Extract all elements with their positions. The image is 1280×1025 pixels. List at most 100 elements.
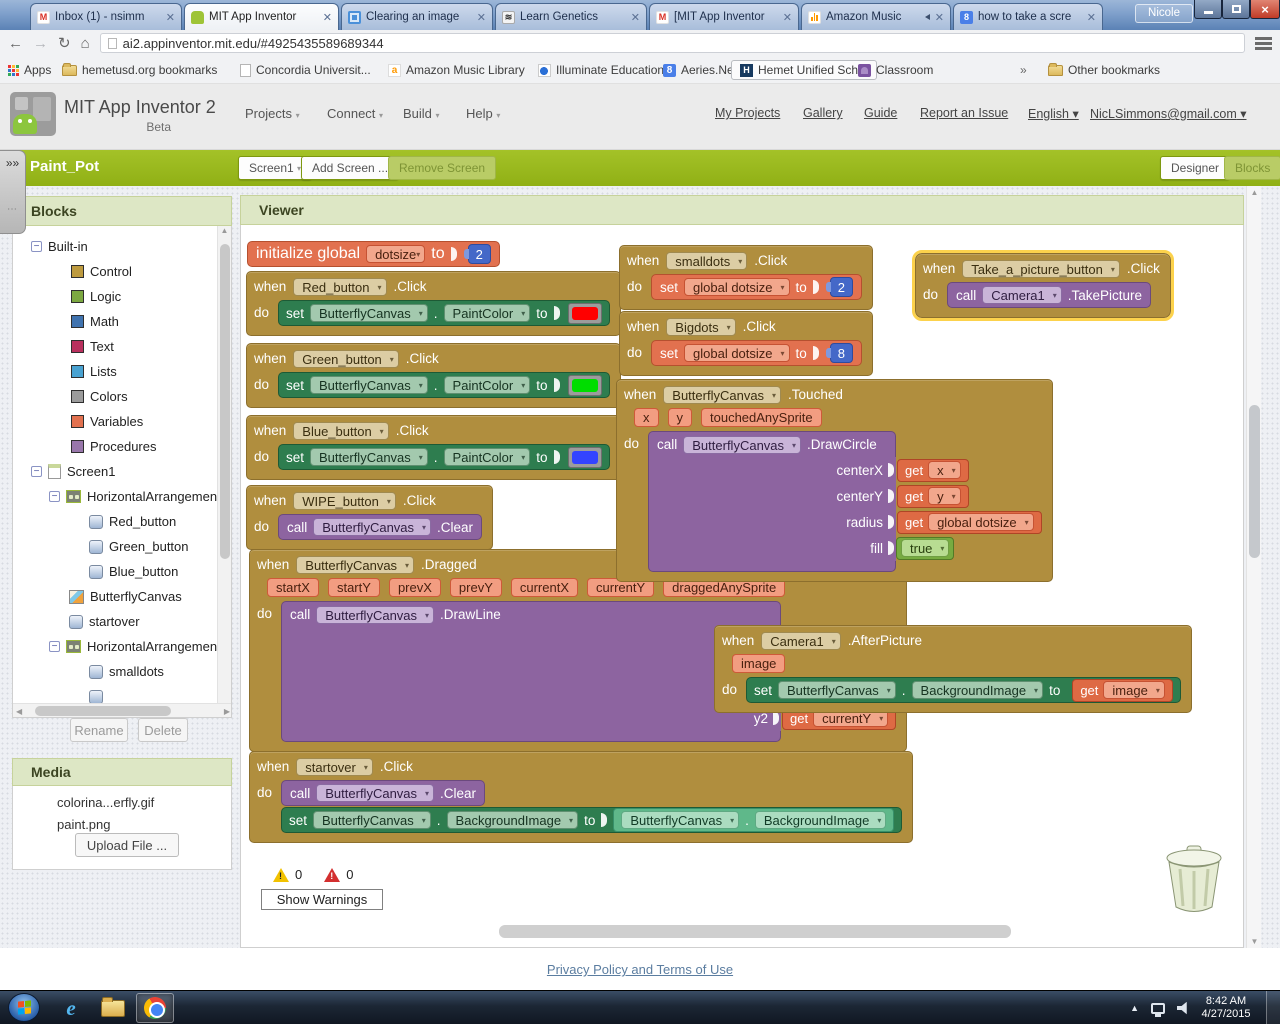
component-dropdown[interactable]: Red_button bbox=[293, 277, 387, 297]
bookmark-amazon-music[interactable]: a Amazon Music Library bbox=[388, 60, 525, 80]
tree-item-blue-button[interactable]: Blue_button bbox=[13, 559, 231, 584]
scroll-right-icon[interactable]: ▶ bbox=[223, 707, 230, 716]
block-set-paintcolor[interactable]: set ButterflyCanvas . PaintColor to bbox=[278, 444, 610, 470]
block-set-global-dotsize[interactable]: set global dotsize to 2 bbox=[651, 274, 863, 300]
block-get-backgroundimage[interactable]: ButterflyCanvas . BackgroundImage bbox=[613, 808, 895, 832]
block-set-global-dotsize[interactable]: set global dotsize to 8 bbox=[651, 340, 863, 366]
property-dropdown[interactable]: BackgroundImage bbox=[754, 811, 887, 830]
palette-vertical-scrollbar[interactable]: ▲ bbox=[217, 226, 231, 703]
param-pill[interactable]: prevY bbox=[449, 578, 502, 597]
menu-projects[interactable]: Projects ▾ bbox=[245, 106, 300, 121]
media-file-butterfly[interactable]: colorina...erfly.gif bbox=[57, 795, 155, 810]
chrome-menu-icon[interactable] bbox=[1255, 36, 1272, 50]
component-dropdown[interactable]: ButterflyCanvas bbox=[310, 304, 428, 323]
start-button[interactable] bbox=[8, 993, 40, 1022]
tab-close-icon[interactable]: ✕ bbox=[476, 11, 486, 24]
color-block[interactable] bbox=[567, 302, 602, 324]
window-maximize-button[interactable] bbox=[1222, 0, 1250, 19]
taskbar-explorer-icon[interactable] bbox=[94, 993, 132, 1023]
bookmark-hemetusd[interactable]: hemetusd.org bookmarks bbox=[62, 60, 217, 80]
block-when-green-click[interactable]: when Green_button .Click do set ButterflyC… bbox=[246, 343, 621, 408]
taskbar-chrome-icon[interactable] bbox=[136, 993, 174, 1023]
side-panel-handle[interactable]: »» ⋯ bbox=[0, 150, 26, 234]
param-pill[interactable]: startY bbox=[327, 578, 380, 597]
reload-icon[interactable]: ↻ bbox=[58, 34, 71, 52]
bookmark-concordia[interactable]: Concordia Universit... bbox=[240, 60, 371, 80]
collapse-icon[interactable] bbox=[49, 641, 60, 652]
menu-connect[interactable]: Connect ▾ bbox=[327, 106, 383, 121]
link-my-projects[interactable]: My Projects bbox=[715, 106, 781, 120]
component-dropdown[interactable]: Bigdots bbox=[666, 317, 736, 337]
address-bar[interactable]: ai2.appinventor.mit.edu/#492543558968934… bbox=[99, 33, 1245, 53]
tab-close-icon[interactable]: ✕ bbox=[1086, 11, 1096, 24]
home-icon[interactable]: ⌂ bbox=[80, 34, 90, 52]
component-dropdown[interactable]: Take_a_picture_button bbox=[962, 259, 1120, 279]
blocks-button[interactable]: Blocks bbox=[1224, 156, 1280, 180]
component-dropdown[interactable]: ButterflyCanvas bbox=[683, 435, 802, 455]
component-dropdown[interactable]: ButterflyCanvas bbox=[310, 376, 428, 395]
tab-close-icon[interactable]: ✕ bbox=[630, 11, 640, 24]
volume-icon[interactable] bbox=[1177, 1001, 1187, 1015]
block-when-blue-click[interactable]: when Blue_button .Click do set ButterflyCa… bbox=[246, 415, 621, 480]
block-get-global-dotsize[interactable]: get global dotsize bbox=[897, 510, 1042, 534]
param-pill[interactable]: touchedAnySprite bbox=[701, 408, 822, 427]
component-dropdown[interactable]: Camera1 bbox=[982, 286, 1062, 305]
blocks-canvas[interactable]: initialize global dotsize to 2 when Red_b… bbox=[240, 225, 1244, 948]
component-dropdown[interactable]: ButterflyCanvas bbox=[621, 811, 740, 830]
param-pill[interactable]: x bbox=[634, 408, 659, 427]
block-when-startover-click[interactable]: when startover .Click do call ButterflyCan… bbox=[249, 751, 914, 843]
component-dropdown[interactable]: WIPE_button bbox=[293, 491, 396, 511]
remove-screen-button[interactable]: Remove Screen bbox=[388, 156, 497, 180]
variable-name-field[interactable]: dotsize bbox=[366, 245, 426, 264]
component-dropdown[interactable]: smalldots bbox=[666, 251, 748, 271]
block-call-clear[interactable]: call ButterflyCanvas .Clear bbox=[281, 780, 486, 806]
block-when-afterpicture[interactable]: when Camera1 .AfterPicture image do set Bu… bbox=[714, 625, 1192, 713]
palette-horizontal-scrollbar[interactable]: ◀ ▶ bbox=[13, 703, 231, 717]
number-block[interactable]: 8 bbox=[825, 343, 854, 363]
block-when-wipe-click[interactable]: when WIPE_button .Click do call ButterflyC… bbox=[246, 485, 494, 550]
component-dropdown[interactable]: ButterflyCanvas bbox=[296, 555, 415, 575]
block-when-takepicture-click[interactable]: when Take_a_picture_button .Click do call … bbox=[912, 250, 1174, 321]
block-call-drawcircle[interactable]: call ButterflyCanvas .DrawCircle centerX… bbox=[648, 431, 1042, 572]
rename-button[interactable]: Rename bbox=[70, 718, 128, 742]
component-dropdown[interactable]: ButterflyCanvas bbox=[313, 518, 432, 537]
color-block[interactable] bbox=[567, 446, 602, 468]
tree-item-arrangement2[interactable]: HorizontalArrangemen bbox=[13, 634, 231, 659]
collapse-icon[interactable] bbox=[31, 241, 42, 252]
component-dropdown[interactable]: ButterflyCanvas bbox=[778, 681, 896, 700]
upload-file-button[interactable]: Upload File ... bbox=[75, 833, 179, 857]
component-dropdown[interactable]: ButterflyCanvas bbox=[663, 385, 782, 405]
tab-app-inventor[interactable]: MIT App Inventor ✕ bbox=[184, 3, 339, 30]
component-dropdown[interactable]: ButterflyCanvas bbox=[310, 448, 428, 467]
block-set-backgroundimage[interactable]: set ButterflyCanvas . BackgroundImage to… bbox=[281, 807, 903, 833]
variable-dropdown[interactable]: currentY bbox=[813, 709, 889, 728]
tree-item-screen1[interactable]: Screen1 bbox=[13, 459, 231, 484]
block-call-drawline[interactable]: call ButterflyCanvas .DrawLine x1getprev… bbox=[281, 601, 897, 742]
forward-icon[interactable]: → bbox=[33, 34, 48, 52]
property-dropdown[interactable]: BackgroundImage bbox=[911, 681, 1044, 700]
property-dropdown[interactable]: BackgroundImage bbox=[446, 811, 579, 830]
variable-dropdown[interactable]: y bbox=[928, 487, 961, 506]
component-dropdown[interactable]: ButterflyCanvas bbox=[316, 784, 435, 803]
block-init-global-dotsize[interactable]: initialize global dotsize to 2 bbox=[247, 241, 500, 267]
chrome-profile-button[interactable]: Nicole bbox=[1135, 4, 1193, 23]
tree-item-control[interactable]: Control bbox=[13, 259, 231, 284]
bookmark-aeries[interactable]: 8 Aeries.Net bbox=[663, 60, 737, 80]
scrollbar-thumb[interactable] bbox=[35, 706, 171, 716]
menu-build[interactable]: Build ▾ bbox=[403, 106, 440, 121]
scrollbar-thumb[interactable] bbox=[1249, 405, 1260, 558]
bookmark-apps[interactable]: Apps bbox=[8, 60, 51, 80]
component-dropdown[interactable]: Blue_button bbox=[293, 421, 389, 441]
tree-item-lists[interactable]: Lists bbox=[13, 359, 231, 384]
tab-google-search[interactable]: 8 how to take a scre ✕ bbox=[953, 3, 1103, 30]
variable-dropdown[interactable]: image bbox=[1103, 681, 1165, 700]
viewer-horizontal-scrollbar[interactable] bbox=[499, 925, 1011, 938]
bookmark-hemet-unified[interactable]: H Hemet Unified Sch... bbox=[731, 60, 878, 80]
tab-close-icon[interactable]: ✕ bbox=[934, 11, 944, 24]
trash-can-icon[interactable] bbox=[1163, 845, 1225, 920]
taskbar-ie-icon[interactable]: e bbox=[52, 993, 90, 1023]
block-set-backgroundimage[interactable]: set ButterflyCanvas . BackgroundImage to… bbox=[746, 677, 1181, 703]
param-pill[interactable]: prevX bbox=[388, 578, 441, 597]
tree-item-arrangement1[interactable]: HorizontalArrangemen bbox=[13, 484, 231, 509]
bookmarks-overflow-chevron[interactable]: » bbox=[1020, 60, 1027, 80]
